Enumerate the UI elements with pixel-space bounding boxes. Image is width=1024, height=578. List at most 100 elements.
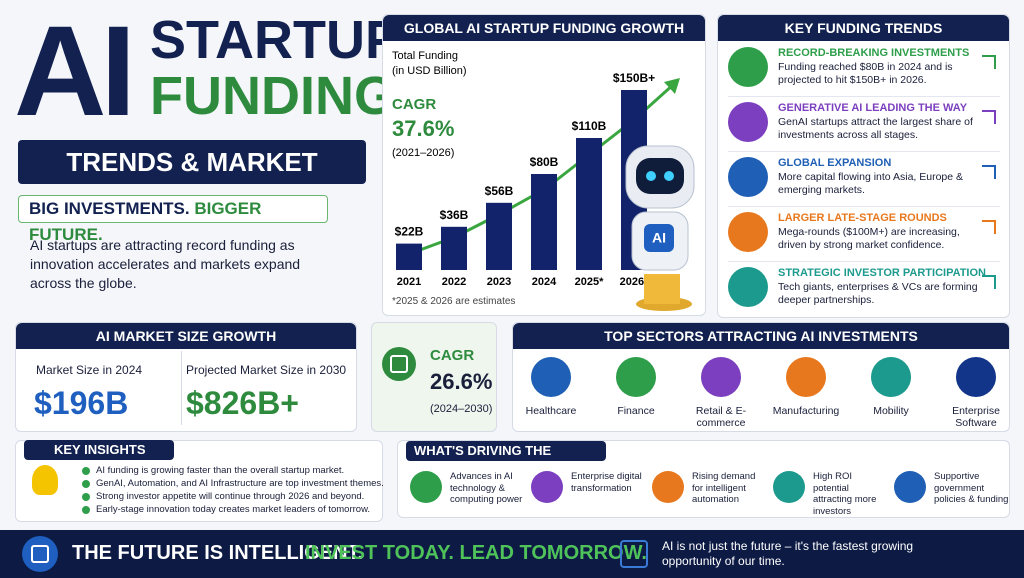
driver-icon [773,471,805,503]
x-tick-label: 2026* [620,276,649,288]
sector-label: Healthcare [525,405,577,417]
value-label: $56B [485,184,514,198]
insight-check [82,506,90,514]
driver-icon [531,471,563,503]
svg-text:AI: AI [652,230,666,246]
sector-label: Retail & E-commerce [695,405,747,429]
driver-text: High ROI potential attracting more inves… [813,471,877,517]
insights-panel: KEY INSIGHTS AI funding is growing faste… [15,440,384,522]
insights-title: KEY INSIGHTS [24,440,174,460]
driver-text: Supportive government policies & funding [934,471,1009,505]
cagr-value: 37.6% [392,116,454,141]
chart-unit: (in USD Billion) [392,65,467,77]
trend-text: Tech giants, enterprises & VCs are formi… [778,281,978,306]
bar [396,243,422,270]
trend-heading: GLOBAL EXPANSION [778,157,892,169]
sector-label: Finance [617,405,655,417]
driver-icon [894,471,926,503]
driver-icon [652,471,684,503]
chart-subtitle: Total Funding [392,50,458,62]
sectors-title: TOP SECTORS ATTRACTING AI INVESTMENTS [513,323,1009,349]
sector-label: Mobility [873,405,909,417]
slogan-b: INVEST TODAY. LEAD TOMORROW. [305,542,647,564]
value-label: $150B+ [613,71,655,85]
chart-note: *2025 & 2026 are estimates [392,296,515,307]
driver-text: Rising demand for intelligent automation [692,471,756,505]
trend-arrow [664,78,680,94]
sectors-panel: TOP SECTORS ATTRACTING AI INVESTMENTS He… [512,322,1010,432]
bar [531,174,557,270]
x-tick-label: 2025* [575,276,604,288]
value-label: $80B [530,155,559,169]
chart-title: GLOBAL AI STARTUP FUNDING GROWTH [383,15,705,41]
market-cagr-label: CAGR [430,347,475,364]
trends-title: KEY FUNDING TRENDS [718,15,1009,41]
trend-heading: GENERATIVE AI LEADING THE WAY [778,102,968,114]
slogan-a: THE FUTURE IS INTELLIGENT. [72,542,364,564]
driver-icon [410,471,442,503]
title-line2: FUNDING [150,66,396,126]
driver-text: Advances in AI technology & computing po… [450,471,523,505]
cagr-panel: CAGR 26.6% (2024–2030) [371,322,497,432]
bar [576,138,602,270]
cagr-label: CAGR [392,96,436,113]
bar [486,202,512,270]
market-cagr-value: 26.6% [430,369,493,394]
driver-text: Enterprise digital transformation [571,471,642,494]
trend-text: Mega-rounds ($100M+) are increasing, dri… [778,226,960,251]
value-label: $22B [395,225,424,239]
trend-heading: RECORD-BREAKING INVESTMENTS [778,47,970,59]
sector-label: Enterprise Software [952,405,1000,429]
rocket-icon [22,536,58,572]
insight-text: GenAI, Automation, and AI Infrastructure… [96,478,384,489]
insight-text: AI funding is growing faster than the ov… [96,465,345,476]
x-tick-label: 2021 [397,276,421,288]
trend-arrow [982,110,996,124]
market-value-2024: $196B [34,385,129,421]
trends-panel: KEY FUNDING TRENDS RECORD-BREAKING INVES… [717,14,1010,318]
robot: AI [625,145,695,311]
separator [728,261,1000,262]
value-label: $36B [440,208,469,222]
trend-arrow [982,55,996,69]
title-line1: STARTUP [150,10,401,70]
insight-check [82,467,90,475]
market-label-2024: Market Size in 2024 [36,363,143,377]
insight-check [82,493,90,501]
sector-label: Manufacturing [772,405,840,417]
trend-heading: LARGER LATE-STAGE ROUNDS [778,212,947,224]
market-title: AI MARKET SIZE GROWTH [16,323,356,349]
drivers-title: WHAT'S DRIVING THE GROWTH? [406,441,606,478]
insight-check [82,480,90,488]
trend-heading: STRATEGIC INVESTOR PARTICIPATION [778,267,986,279]
trend-icon [728,47,768,87]
insight-text: Strong investor appetite will continue t… [96,491,365,502]
separator [728,96,1000,97]
cagr-icon [382,347,416,381]
value-label: $110B [572,119,607,133]
trend-arrow [982,275,996,289]
insight-text: Early-stage innovation today creates mar… [96,504,371,515]
bulb-icon [32,465,58,495]
trend-icon [728,102,768,142]
trend-icon [728,267,768,307]
title-big: AI [14,0,136,143]
sector-icon [871,357,911,397]
drivers-panel: WHAT'S DRIVING THE GROWTH? Advances in A… [397,440,1010,518]
market-cagr-period: (2024–2030) [430,403,493,415]
footer: THE FUTURE IS INTELLIGENT. INVEST TODAY.… [0,530,1024,578]
tagline-b: BIGGER FUTURE. [29,199,262,244]
x-tick-label: 2023 [487,276,511,288]
market-panel: AI MARKET SIZE GROWTH Market Size in 202… [15,322,357,432]
trend-text: GenAI startups attract the largest share… [778,116,973,141]
bar [441,226,467,270]
trend-arrow [982,165,996,179]
intro: AI startups are attracting record fundin… [30,237,301,291]
chart-icon [620,540,648,568]
market-label-2030: Projected Market Size in 2030 [186,363,347,377]
sector-icon [701,357,741,397]
divider [181,351,182,425]
banner: TRENDS & MARKET GROWTH [18,140,366,221]
trend-text: More capital flowing into Asia, Europe &… [778,171,964,196]
